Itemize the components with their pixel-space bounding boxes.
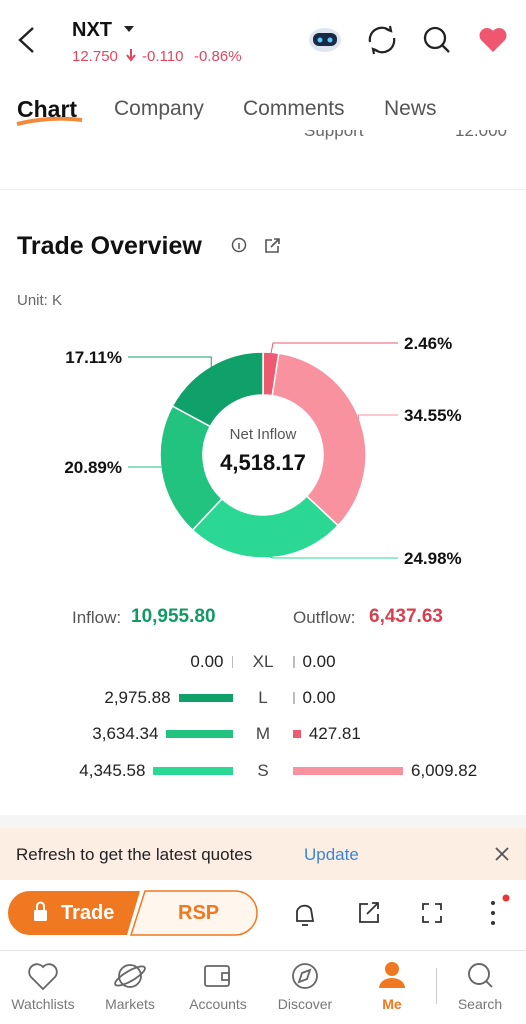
tab[interactable]: News <box>384 97 437 120</box>
slice-label: 24.98% <box>404 549 462 568</box>
banner-bg <box>0 828 526 880</box>
row-name: S <box>257 761 269 780</box>
tab[interactable]: Comments <box>243 97 345 120</box>
search-icon[interactable] <box>423 26 450 53</box>
nav-icon[interactable] <box>468 963 493 988</box>
unit: Unit: K <box>17 292 63 309</box>
outflow-total: 6,437.63 <box>369 606 443 627</box>
inflow-bar <box>153 767 233 775</box>
center-label: Net Inflow <box>230 426 297 443</box>
row-name: M <box>255 724 271 743</box>
refresh-icon[interactable] <box>368 25 396 55</box>
donut-segment <box>271 352 367 527</box>
leader-line <box>128 356 212 369</box>
outflow-value: 0.00 <box>302 688 336 707</box>
slice-label: 2.46% <box>404 334 452 353</box>
divider <box>0 189 526 190</box>
nav-border <box>0 950 526 951</box>
peek-label: Support <box>304 130 364 140</box>
center-value: 4,518.17 <box>220 450 306 475</box>
inflow-value: 0.00 <box>190 652 224 671</box>
section-gap <box>0 815 526 828</box>
caret[interactable] <box>124 26 134 32</box>
inflow-label: Inflow: <box>72 608 122 627</box>
nav-label[interactable]: Discover <box>277 996 333 1012</box>
nav-icon[interactable] <box>113 963 147 989</box>
donut-segment <box>191 495 340 559</box>
price: 12.750 <box>72 48 118 65</box>
nav-label[interactable]: Watchlists <box>11 996 75 1012</box>
trade-label[interactable]: Trade <box>61 902 115 924</box>
change-pct: -0.86% <box>194 48 242 65</box>
nav-icon[interactable] <box>28 963 58 991</box>
section-title: Trade Overview <box>17 232 202 260</box>
nav-label[interactable]: Markets <box>105 996 155 1012</box>
close-icon[interactable] <box>495 847 509 861</box>
inflow-bar <box>166 730 233 738</box>
slice-label: 20.89% <box>64 458 122 477</box>
inflow-value: 4,345.58 <box>79 761 146 780</box>
nav-label[interactable]: Accounts <box>189 996 247 1012</box>
tab-underline <box>16 116 83 126</box>
outflow-value: 0.00 <box>302 652 336 671</box>
nav-icon[interactable] <box>204 965 230 987</box>
rsp-button[interactable] <box>129 890 258 936</box>
more-icon[interactable] <box>491 894 510 926</box>
back-icon[interactable] <box>18 27 34 53</box>
donut-segment <box>171 351 264 428</box>
outflow-value: 427.81 <box>308 724 361 743</box>
row-name: L <box>258 688 268 707</box>
outflow-bar <box>293 730 301 738</box>
leader-line <box>270 342 398 355</box>
slice-label: 17.11% <box>65 348 122 367</box>
share-icon[interactable] <box>265 238 280 253</box>
inflow-value: 2,975.88 <box>104 688 171 707</box>
outflow-bar <box>293 692 295 704</box>
share-toolbar-icon[interactable] <box>359 902 379 923</box>
nav-label[interactable]: Me <box>382 996 402 1012</box>
slice-label: 34.55% <box>404 406 462 425</box>
favorite-icon[interactable] <box>479 28 507 52</box>
outflow-value: 6,009.82 <box>411 761 478 780</box>
symbol[interactable]: NXT <box>72 19 112 41</box>
info-icon[interactable] <box>231 237 247 253</box>
nav-icon[interactable] <box>292 963 318 989</box>
lock-icon <box>34 901 47 921</box>
rsp-label[interactable]: RSP <box>178 902 220 924</box>
tab[interactable]: Company <box>114 97 204 120</box>
leader-line <box>265 555 398 559</box>
peek-row: Support 12.000 <box>0 130 526 144</box>
inflow-bar <box>231 656 233 668</box>
fullscreen-icon[interactable] <box>422 903 442 923</box>
leader-line <box>358 414 398 423</box>
outflow-bar <box>293 767 403 775</box>
tab[interactable]: Chart <box>17 96 78 122</box>
robot-icon[interactable] <box>309 28 341 52</box>
row-name: XL <box>252 652 274 671</box>
inflow-total: 10,955.80 <box>131 606 216 627</box>
inflow-bar <box>178 694 233 702</box>
peek-value: 12.000 <box>455 130 507 140</box>
leader-line <box>128 466 164 472</box>
inflow-value: 3,634.34 <box>92 724 159 743</box>
change: -0.110 <box>142 48 184 65</box>
banner-action[interactable]: Update <box>304 845 359 864</box>
nav-icon[interactable] <box>379 962 405 988</box>
down-arrow <box>126 49 136 62</box>
outflow-label: Outflow: <box>293 608 356 627</box>
alert-icon[interactable] <box>296 904 315 926</box>
nav-label[interactable]: Search <box>457 996 503 1012</box>
banner-text: Refresh to get the latest quotes <box>16 845 253 864</box>
outflow-bar <box>293 656 295 668</box>
nav-divider <box>436 968 437 1004</box>
